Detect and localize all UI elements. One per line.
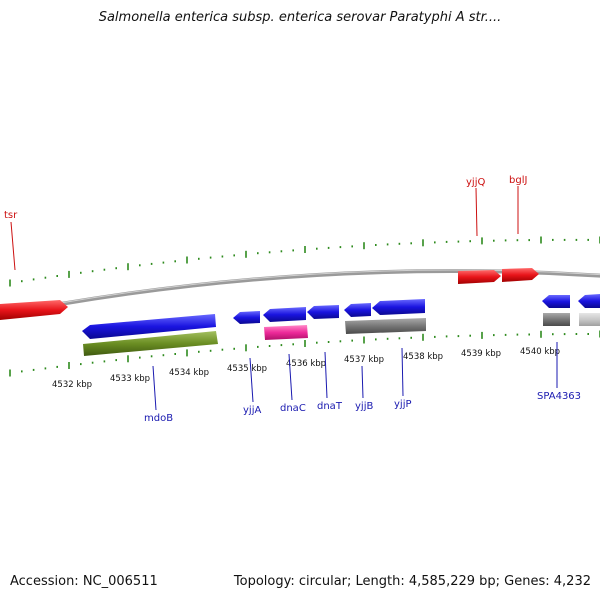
map-title: Salmonella enterica subsp. enterica sero…	[98, 10, 502, 25]
label-line-yjjA	[249, 357, 254, 403]
label-line-dnaT	[324, 351, 328, 399]
scale-label: 4537 kbp	[344, 355, 384, 365]
feature-magenta-dnaC[interactable]	[264, 325, 308, 340]
scale-label: 4539 kbp	[461, 349, 501, 359]
gene-mdoB-feature[interactable]	[82, 314, 216, 339]
gene-label-tsr[interactable]: tsr	[4, 210, 18, 221]
inner-scale-ticks	[9, 330, 600, 377]
gene-offscreen-right-feature[interactable]	[578, 294, 600, 308]
gene-label-dnaT[interactable]: dnaT	[317, 401, 343, 412]
label-line-dnaC	[288, 353, 293, 401]
scale-label: 4534 kbp	[169, 368, 209, 378]
scale-label: 4535 kbp	[227, 364, 267, 374]
gene-yjjP-feature[interactable]	[372, 299, 425, 315]
gene-SPA4363-feature[interactable]	[542, 295, 570, 308]
gene-tsr-feature[interactable]	[0, 300, 68, 320]
gene-bglJ-feature[interactable]	[502, 268, 539, 282]
scale-label: 4540 kbp	[520, 347, 560, 357]
gene-label-yjjP[interactable]: yjjP	[394, 399, 412, 410]
feature-gray-SPA4363[interactable]	[543, 313, 570, 326]
gene-label-yjjQ[interactable]: yjjQ	[466, 177, 485, 188]
gene-dnaC-feature[interactable]	[263, 307, 306, 322]
label-line-yjjB	[361, 365, 364, 399]
gene-label-yjjA[interactable]: yjjA	[243, 405, 261, 416]
scale-label: 4533 kbp	[110, 374, 150, 384]
scale-label: 4538 kbp	[403, 352, 443, 362]
label-line-yjjQ	[475, 187, 478, 237]
feature-gray-yjjB-yjjP[interactable]	[345, 318, 426, 334]
scale-label: 4532 kbp	[52, 380, 92, 390]
accession-text: Accession: NC_006511	[10, 574, 158, 589]
outer-scale-ticks	[9, 236, 600, 287]
feature-lightgray-right[interactable]	[579, 313, 600, 326]
scale-label: 4536 kbp	[286, 359, 326, 369]
genome-summary-text: Topology: circular; Length: 4,585,229 bp…	[233, 574, 591, 589]
label-line-yjjP	[401, 347, 404, 397]
gene-yjjQ-feature[interactable]	[458, 270, 501, 284]
gene-label-bglJ[interactable]: bglJ	[509, 175, 527, 186]
gene-yjjB-feature[interactable]	[344, 303, 371, 317]
gene-label-yjjB[interactable]: yjjB	[355, 401, 373, 412]
label-line-tsr	[10, 221, 16, 271]
gene-yjjA-feature[interactable]	[233, 311, 260, 324]
feature-olive-mdoB[interactable]	[83, 331, 218, 356]
gene-dnaT-feature[interactable]	[307, 305, 339, 319]
gene-label-dnaC[interactable]: dnaC	[280, 403, 306, 414]
label-line-mdoB	[152, 365, 157, 411]
gene-label-SPA4363[interactable]: SPA4363	[537, 391, 581, 402]
gene-label-mdoB[interactable]: mdoB	[144, 413, 173, 424]
